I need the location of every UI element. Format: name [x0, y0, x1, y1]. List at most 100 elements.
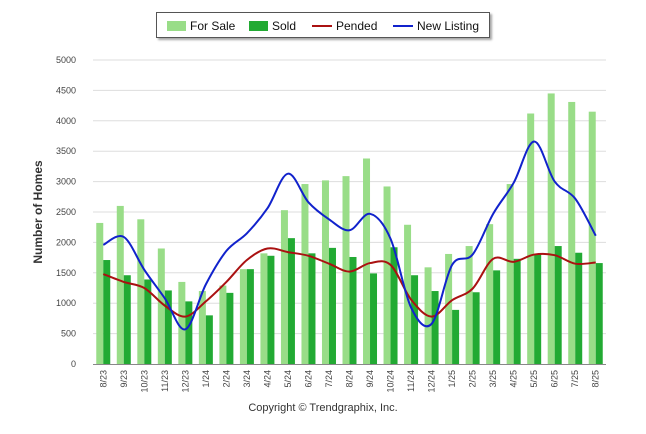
- x-tick-label: 1/25: [447, 370, 457, 388]
- bar-sold: [123, 275, 131, 364]
- bar-sold: [226, 292, 234, 364]
- bar-sold: [185, 301, 193, 364]
- x-tick-label: 6/24: [303, 370, 313, 388]
- line-new-listing: [102, 140, 597, 331]
- x-tick-label: 9/24: [365, 370, 375, 388]
- bar-sold: [411, 275, 419, 364]
- legend-label-pended: Pended: [336, 19, 378, 33]
- bar-sold: [472, 292, 480, 364]
- bar-for-sale: [588, 111, 596, 365]
- bar-sold: [205, 315, 213, 364]
- bar-for-sale: [568, 101, 576, 365]
- x-tick-label: 7/25: [570, 370, 580, 388]
- bar-for-sale: [157, 248, 165, 364]
- x-tick-label: 11/23: [160, 370, 170, 392]
- bar-for-sale: [547, 93, 555, 364]
- x-tick-label: 12/24: [427, 370, 437, 393]
- legend-swatch-sold: [249, 21, 268, 31]
- legend-label-sold: Sold: [272, 19, 297, 33]
- bar-for-sale: [96, 222, 104, 364]
- y-tick-label: 2000: [56, 237, 76, 247]
- x-tick-labels: 8/23 9/23 10/23 11/23 12/23 1/24 2/24 3/24 4/24 5…: [98, 370, 600, 393]
- bar-for-sale: [137, 219, 145, 364]
- bar-for-sale: [383, 186, 391, 364]
- y-tick-label: 3500: [56, 146, 76, 156]
- y-tick-label: 4000: [56, 116, 76, 126]
- y-tick-label: 1000: [56, 298, 76, 308]
- bar-for-sale: [219, 285, 227, 364]
- x-tick-label: 8/23: [98, 370, 108, 388]
- x-tick-label: 5/25: [529, 370, 539, 388]
- bar-for-sale: [198, 291, 206, 364]
- x-tick-label: 3/24: [242, 370, 252, 388]
- bar-sold: [554, 246, 562, 364]
- x-tick-label: 1/24: [201, 370, 211, 388]
- bar-sold: [370, 273, 378, 364]
- x-tick-label: 11/24: [406, 370, 416, 392]
- x-tick-label: 4/25: [509, 370, 519, 388]
- legend-item-for-sale: For Sale: [167, 19, 235, 33]
- bar-sold: [452, 309, 460, 364]
- legend-item-sold: Sold: [249, 19, 296, 33]
- x-tick-label: 2/24: [221, 370, 231, 388]
- bar-sold: [534, 254, 542, 364]
- bar-for-sale: [363, 158, 371, 364]
- bar-for-sale: [239, 269, 247, 364]
- bar-for-sale: [301, 184, 309, 364]
- y-tick-label: 1500: [56, 268, 76, 278]
- y-tick-label: 3000: [56, 177, 76, 187]
- series-lines: [102, 140, 597, 331]
- x-tick-label: 3/25: [488, 370, 498, 388]
- y-tick-label: 500: [61, 329, 76, 339]
- legend-swatch-new-listing: [393, 25, 413, 27]
- bar-sold: [595, 263, 603, 364]
- x-tick-label: 8/25: [591, 370, 601, 388]
- line-pended: [102, 247, 596, 318]
- bar-sold: [349, 256, 357, 364]
- bar-sold: [390, 247, 398, 364]
- bar-for-sale: [445, 253, 453, 364]
- y-tick-label: 5000: [56, 55, 76, 65]
- bar-sold: [328, 247, 336, 364]
- bar-for-sale: [280, 210, 288, 364]
- bar-sold: [308, 253, 316, 364]
- y-tick-label: 0: [71, 359, 76, 369]
- legend-swatch-for-sale: [167, 21, 186, 31]
- legend-label-for-sale: For Sale: [190, 19, 236, 33]
- y-tick-label: 4500: [56, 85, 76, 95]
- bar-for-sale: [506, 184, 514, 364]
- y-tick-labels: 0 500 1000 1500 2000 2500 3000 3500 4000 4500 5000: [56, 55, 76, 369]
- bar-for-sale: [116, 205, 124, 364]
- bar-for-sale: [527, 113, 535, 364]
- legend-item-pended: Pended: [312, 19, 377, 33]
- legend-label-new-listing: New Listing: [417, 19, 480, 33]
- bar-sold: [267, 255, 275, 364]
- bars: [96, 93, 603, 365]
- bar-sold: [287, 238, 295, 364]
- x-tick-label: 8/24: [345, 370, 355, 388]
- x-tick-label: 10/24: [386, 370, 396, 393]
- bar-sold: [431, 291, 439, 364]
- x-tick-label: 7/24: [324, 370, 334, 388]
- bar-for-sale: [465, 246, 473, 364]
- bar-sold: [493, 270, 501, 364]
- x-tick-label: 2/25: [468, 370, 478, 388]
- bar-sold: [103, 260, 111, 364]
- bar-for-sale: [178, 281, 186, 364]
- legend-swatch-pended: [312, 25, 332, 27]
- bar-sold: [246, 269, 254, 364]
- x-tick-label: 5/24: [283, 370, 293, 388]
- legend-item-new-listing: New Listing: [393, 19, 479, 33]
- y-tick-label: 2500: [56, 207, 76, 217]
- bar-sold: [575, 252, 583, 364]
- x-tick-label: 10/23: [139, 370, 149, 393]
- bar-sold: [513, 258, 521, 364]
- y-axis-label: Number of Homes: [31, 160, 45, 264]
- x-tick-label: 9/23: [119, 370, 129, 388]
- x-tick-label: 4/24: [262, 370, 272, 388]
- x-tick-label: 12/23: [180, 370, 190, 393]
- copyright-text: Copyright © Trendgraphix, Inc.: [248, 402, 398, 414]
- x-tick-label: 6/25: [550, 370, 560, 388]
- bar-for-sale: [342, 176, 350, 364]
